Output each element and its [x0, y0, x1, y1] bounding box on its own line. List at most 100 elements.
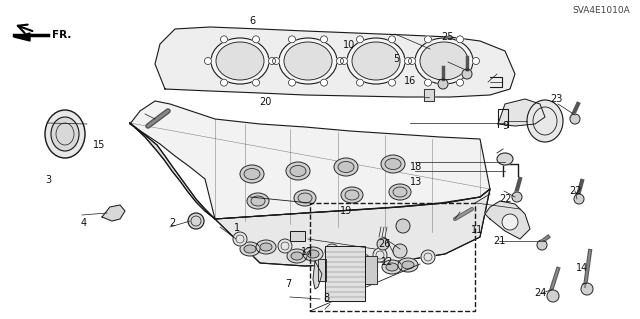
- Ellipse shape: [402, 261, 414, 269]
- Circle shape: [547, 290, 559, 302]
- Ellipse shape: [341, 187, 363, 203]
- Polygon shape: [155, 27, 515, 97]
- Text: 18: 18: [410, 162, 422, 173]
- Text: 21: 21: [493, 236, 506, 246]
- Circle shape: [462, 69, 472, 79]
- Ellipse shape: [45, 110, 85, 158]
- Ellipse shape: [307, 250, 319, 258]
- Circle shape: [373, 248, 387, 262]
- Circle shape: [321, 36, 328, 43]
- Text: 5: 5: [394, 54, 400, 64]
- Ellipse shape: [286, 162, 310, 180]
- Ellipse shape: [279, 38, 337, 84]
- Ellipse shape: [240, 165, 264, 183]
- Text: 15: 15: [93, 140, 106, 150]
- Circle shape: [337, 57, 344, 64]
- Text: 14: 14: [576, 263, 589, 273]
- Ellipse shape: [287, 249, 307, 263]
- Ellipse shape: [211, 38, 269, 84]
- Circle shape: [396, 219, 410, 233]
- Ellipse shape: [291, 252, 303, 260]
- Circle shape: [581, 283, 593, 295]
- Circle shape: [377, 238, 389, 250]
- Text: 22: 22: [499, 194, 512, 204]
- Circle shape: [408, 57, 415, 64]
- Ellipse shape: [354, 256, 366, 264]
- Text: 12: 12: [381, 256, 394, 267]
- Polygon shape: [102, 205, 125, 221]
- Text: 24: 24: [534, 288, 547, 299]
- Circle shape: [424, 79, 431, 86]
- Ellipse shape: [393, 187, 407, 197]
- Circle shape: [388, 36, 396, 43]
- Ellipse shape: [415, 38, 473, 84]
- Polygon shape: [498, 99, 545, 126]
- Circle shape: [574, 194, 584, 204]
- Ellipse shape: [345, 190, 359, 200]
- Bar: [424, 89, 434, 101]
- Circle shape: [221, 36, 227, 43]
- Ellipse shape: [352, 42, 400, 80]
- Text: 19: 19: [339, 205, 352, 216]
- Circle shape: [253, 79, 259, 86]
- Text: 9: 9: [502, 121, 509, 131]
- Circle shape: [438, 79, 448, 89]
- Circle shape: [221, 79, 227, 86]
- Text: 22: 22: [570, 186, 582, 197]
- Ellipse shape: [420, 42, 468, 80]
- Circle shape: [321, 79, 328, 86]
- Ellipse shape: [347, 38, 405, 84]
- Bar: [310, 203, 475, 311]
- Circle shape: [570, 114, 580, 124]
- Ellipse shape: [381, 155, 405, 173]
- Ellipse shape: [398, 258, 418, 272]
- Text: 4: 4: [80, 218, 86, 228]
- Circle shape: [472, 57, 479, 64]
- Ellipse shape: [251, 196, 265, 206]
- Ellipse shape: [290, 166, 306, 176]
- Text: 17: 17: [301, 247, 314, 257]
- Ellipse shape: [244, 168, 260, 180]
- Circle shape: [393, 244, 407, 258]
- Circle shape: [269, 57, 275, 64]
- Bar: [424, 89, 434, 101]
- Ellipse shape: [240, 242, 260, 256]
- Circle shape: [512, 192, 522, 202]
- Circle shape: [537, 240, 547, 250]
- Ellipse shape: [256, 240, 276, 254]
- Circle shape: [233, 232, 247, 246]
- Text: 11: 11: [470, 225, 483, 235]
- Circle shape: [188, 213, 204, 229]
- Text: 16: 16: [403, 76, 416, 86]
- Bar: [318, 259, 326, 281]
- Bar: [365, 256, 377, 284]
- Ellipse shape: [284, 42, 332, 80]
- Circle shape: [388, 79, 396, 86]
- Text: 6: 6: [250, 16, 256, 26]
- Text: 8: 8: [323, 293, 330, 303]
- Ellipse shape: [338, 161, 354, 173]
- Bar: [325, 246, 365, 301]
- Text: 2: 2: [170, 218, 176, 228]
- Ellipse shape: [382, 260, 402, 274]
- Ellipse shape: [385, 159, 401, 169]
- Circle shape: [456, 79, 463, 86]
- Circle shape: [205, 57, 211, 64]
- Ellipse shape: [260, 243, 272, 251]
- Text: 25: 25: [442, 32, 454, 42]
- Polygon shape: [130, 123, 490, 266]
- Text: 13: 13: [410, 177, 422, 187]
- Text: 3: 3: [45, 175, 51, 185]
- Bar: [318, 259, 326, 281]
- Circle shape: [356, 79, 364, 86]
- Polygon shape: [130, 101, 490, 219]
- Circle shape: [273, 57, 280, 64]
- Ellipse shape: [244, 245, 256, 253]
- Bar: [290, 231, 305, 241]
- Ellipse shape: [350, 253, 370, 267]
- Text: FR.: FR.: [52, 30, 72, 40]
- Circle shape: [325, 244, 339, 258]
- Text: 20: 20: [259, 97, 272, 107]
- Circle shape: [404, 57, 412, 64]
- Ellipse shape: [389, 184, 411, 200]
